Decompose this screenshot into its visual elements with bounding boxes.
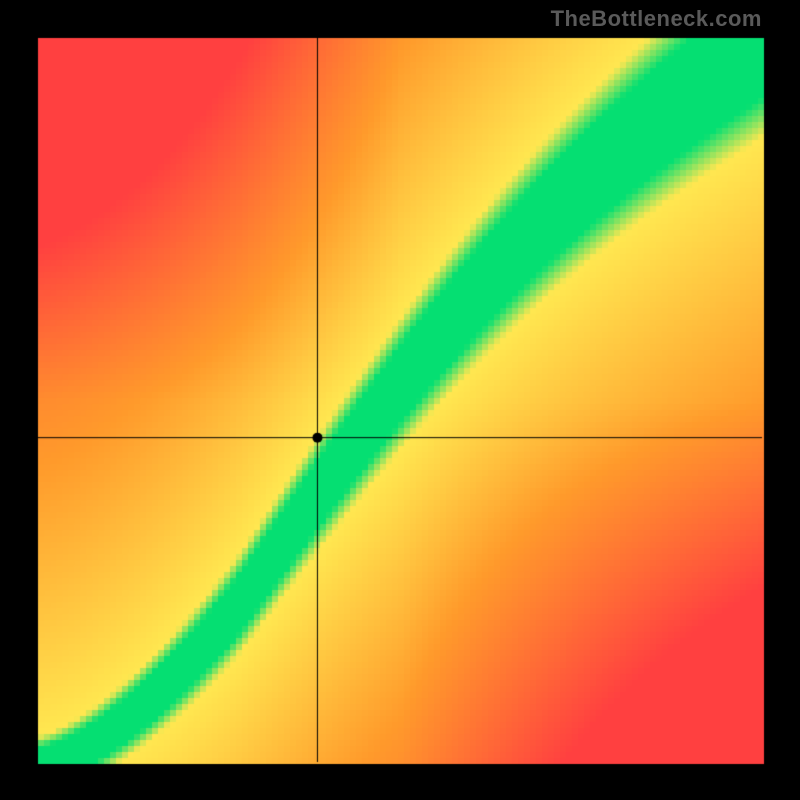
watermark-text: TheBottleneck.com (551, 6, 762, 32)
bottleneck-heatmap (0, 0, 800, 800)
